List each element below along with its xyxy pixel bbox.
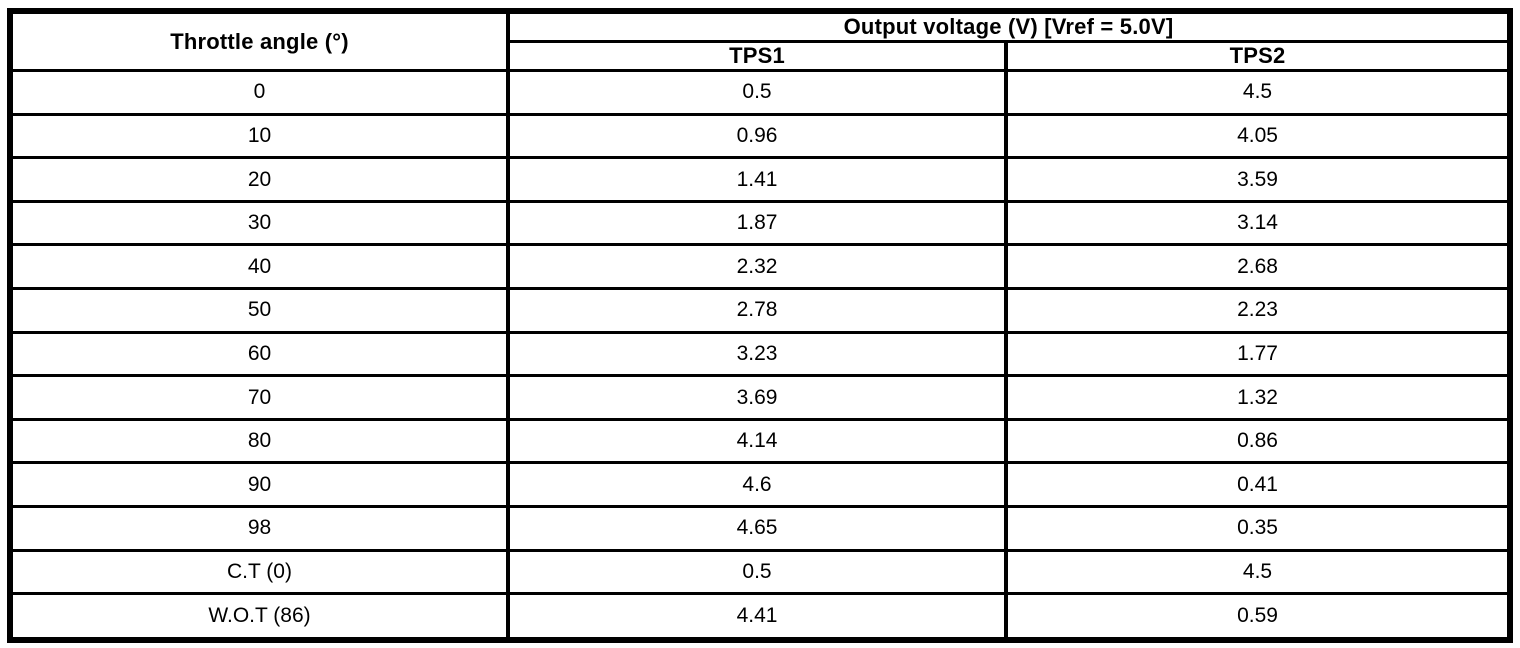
- table-row: C.T (0) 0.5 4.5: [8, 548, 1512, 596]
- tps1-voltage-cell: 1.41: [506, 156, 1008, 203]
- tps1-column-header: TPS1: [506, 40, 1008, 72]
- throttle-angle-cell: 30: [8, 199, 510, 247]
- throttle-angle-cell: 40: [8, 243, 510, 291]
- tps1-voltage-cell: 3.23: [506, 330, 1008, 378]
- tps1-voltage-cell: 0.5: [506, 548, 1008, 596]
- table-row: 80 4.14 0.86: [8, 417, 1512, 465]
- table-row: 60 3.23 1.77: [8, 330, 1512, 378]
- tps2-voltage-cell: 0.41: [1004, 461, 1512, 509]
- table-row: 0 0.5 4.5: [8, 69, 1512, 116]
- table-row: 90 4.6 0.41: [8, 461, 1512, 509]
- table-row: 10 0.96 4.05: [8, 112, 1512, 160]
- table-body: 0 0.5 4.5 10 0.96 4.05 20 1.41 3.59 30 1.87 3.14 40 2…: [8, 69, 1512, 642]
- tps1-voltage-cell: 4.65: [506, 505, 1008, 552]
- tps2-voltage-cell: 0.59: [1004, 592, 1512, 642]
- tps2-voltage-cell: 4.5: [1004, 548, 1512, 596]
- tps2-voltage-cell: 4.5: [1004, 69, 1512, 116]
- tps2-voltage-cell: 2.23: [1004, 287, 1512, 334]
- throttle-angle-cell: 50: [8, 287, 510, 334]
- tps1-voltage-cell: 2.78: [506, 287, 1008, 334]
- table-row: W.O.T (86) 4.41 0.59: [8, 592, 1512, 642]
- throttle-angle-cell: 10: [8, 112, 510, 160]
- throttle-angle-cell: 60: [8, 330, 510, 378]
- table-row: 50 2.78 2.23: [8, 287, 1512, 334]
- table-row: 98 4.65 0.35: [8, 505, 1512, 552]
- tps2-voltage-cell: 0.86: [1004, 417, 1512, 465]
- tps2-voltage-cell: 3.14: [1004, 199, 1512, 247]
- tps2-voltage-cell: 1.77: [1004, 330, 1512, 378]
- tps1-voltage-cell: 1.87: [506, 199, 1008, 247]
- header-row-group: Throttle angle (°) Output voltage (V) [V…: [8, 9, 1512, 72]
- tps2-voltage-cell: 2.68: [1004, 243, 1512, 291]
- table-row: 70 3.69 1.32: [8, 374, 1512, 421]
- tps1-voltage-cell: 0.96: [506, 112, 1008, 160]
- throttle-angle-cell: 20: [8, 156, 510, 203]
- table-row: 30 1.87 3.14: [8, 199, 1512, 247]
- throttle-angle-header: Throttle angle (°): [8, 9, 510, 72]
- tps1-voltage-cell: 4.14: [506, 417, 1008, 465]
- tps-voltage-table: Throttle angle (°) Output voltage (V) [V…: [7, 8, 1513, 643]
- tps2-voltage-cell: 3.59: [1004, 156, 1512, 203]
- tps2-voltage-cell: 4.05: [1004, 112, 1512, 160]
- tps2-voltage-cell: 1.32: [1004, 374, 1512, 421]
- output-voltage-group-header: Output voltage (V) [Vref = 5.0V]: [506, 9, 1512, 43]
- throttle-angle-cell: 80: [8, 417, 510, 465]
- throttle-angle-cell: W.O.T (86): [8, 592, 510, 642]
- tps1-voltage-cell: 4.41: [506, 592, 1008, 642]
- table-row: 40 2.32 2.68: [8, 243, 1512, 291]
- throttle-angle-cell: 0: [8, 69, 510, 116]
- throttle-angle-cell: C.T (0): [8, 548, 510, 596]
- tps1-voltage-cell: 0.5: [506, 69, 1008, 116]
- header-row-sub: TPS1 TPS2: [10, 40, 1512, 72]
- tps2-voltage-cell: 0.35: [1004, 505, 1512, 552]
- throttle-angle-cell: 98: [8, 505, 510, 552]
- tps1-voltage-cell: 3.69: [506, 374, 1008, 421]
- throttle-angle-cell: 90: [8, 461, 510, 509]
- throttle-angle-cell: 70: [8, 374, 510, 421]
- tps1-voltage-cell: 2.32: [506, 243, 1008, 291]
- table-header: Throttle angle (°) Output voltage (V) [V…: [8, 9, 1512, 72]
- tps1-voltage-cell: 4.6: [506, 461, 1008, 509]
- table-row: 20 1.41 3.59: [8, 156, 1512, 203]
- tps2-column-header: TPS2: [1004, 40, 1512, 72]
